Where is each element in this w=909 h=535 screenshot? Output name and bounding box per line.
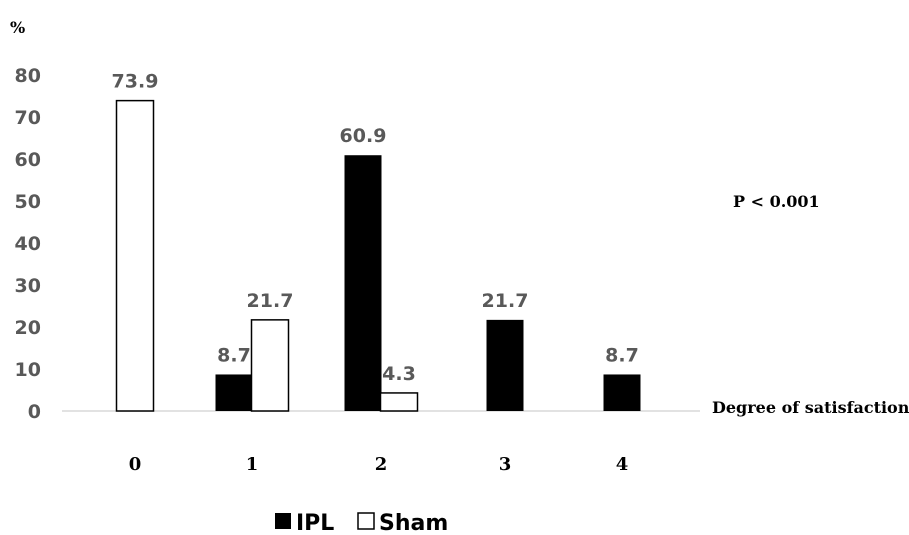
y-tick-label: 10 — [15, 359, 41, 381]
legend: IPL Sham — [275, 511, 448, 535]
sham-bar — [115, 99, 155, 412]
y-tick-label: 30 — [15, 275, 41, 297]
x-tick-label: 0 — [129, 454, 142, 475]
ipl-bar — [486, 319, 524, 411]
data-label: 8.7 — [217, 344, 251, 366]
y-tick-label: 20 — [15, 317, 41, 339]
x-tick-label: 2 — [375, 454, 388, 475]
p-value-annotation: P < 0.001 — [733, 192, 820, 211]
ipl-bar — [603, 374, 641, 411]
data-labels: 8.7 60.9 21.7 8.7 73.9 21.7 4.3 — [112, 71, 639, 385]
y-tick-label: 0 — [28, 401, 41, 423]
ipl-bar — [344, 155, 382, 411]
y-tick-label: 70 — [15, 107, 41, 129]
x-axis-title: Degree of satisfaction — [712, 398, 909, 417]
data-label: 4.3 — [382, 363, 416, 385]
y-unit-label: % — [10, 18, 25, 37]
legend-label-ipl: IPL — [296, 511, 334, 535]
x-tick-label: 4 — [616, 454, 629, 475]
legend-swatch-sham — [357, 512, 375, 530]
y-tick-label: 40 — [15, 233, 41, 255]
x-tick-label: 1 — [246, 454, 259, 475]
y-tick-label: 60 — [15, 149, 41, 171]
x-axis-ticks: 0 1 2 3 4 — [129, 454, 629, 475]
legend-label-sham: Sham — [379, 511, 448, 535]
y-axis-ticks: 0 10 20 30 40 50 60 70 80 — [15, 65, 41, 423]
data-label: 8.7 — [605, 344, 639, 366]
sham-bar — [250, 319, 290, 412]
data-label: 21.7 — [247, 290, 294, 312]
y-tick-label: 80 — [15, 65, 41, 87]
data-label: 73.9 — [112, 71, 159, 93]
y-tick-label: 50 — [15, 191, 41, 213]
x-tick-label: 3 — [499, 454, 512, 475]
sham-bar — [379, 392, 419, 412]
data-label: 60.9 — [340, 125, 387, 147]
ipl-bar — [215, 374, 253, 411]
data-label: 21.7 — [482, 290, 529, 312]
legend-swatch-ipl — [275, 513, 291, 529]
bars — [115, 99, 641, 412]
